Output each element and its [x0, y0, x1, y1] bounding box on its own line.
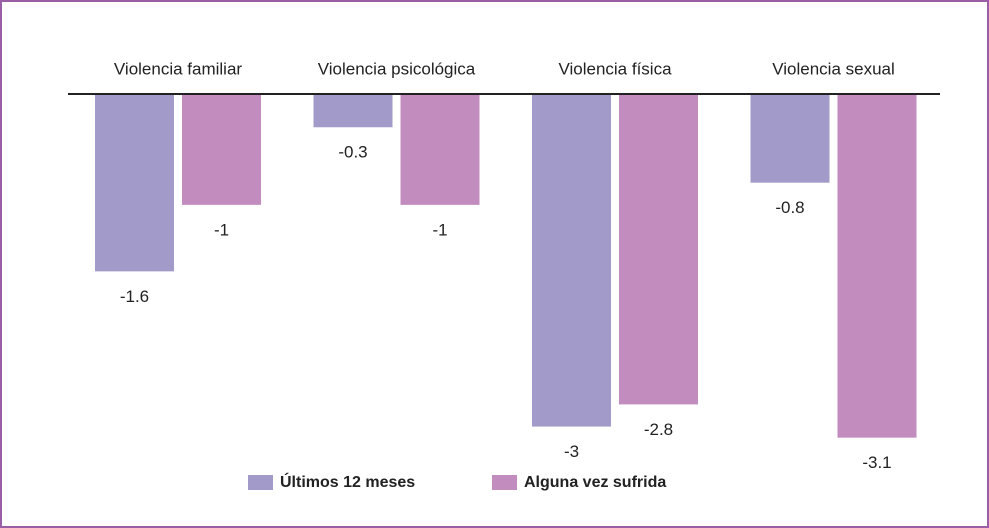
bar [532, 94, 611, 427]
value-label: -3 [564, 442, 579, 461]
category-label: Violencia física [558, 59, 672, 78]
value-label: -2.8 [644, 420, 673, 439]
category-label: Violencia sexual [772, 59, 895, 78]
category-label: Violencia psicológica [318, 59, 476, 78]
category-label: Violencia familiar [114, 59, 243, 78]
legend-label: Alguna vez sufrida [524, 474, 666, 491]
bar [400, 94, 480, 205]
bar [619, 94, 698, 405]
value-label: -1.6 [120, 287, 149, 306]
bar [95, 94, 174, 272]
legend-swatch [248, 475, 273, 490]
legend-label: Últimos 12 meses [280, 472, 415, 491]
bar [182, 94, 261, 205]
bar [837, 94, 917, 438]
bar [750, 94, 830, 183]
value-label: -0.3 [338, 143, 367, 162]
value-label: -1 [432, 220, 447, 239]
value-label: -1 [214, 220, 229, 239]
value-label: -3.1 [862, 453, 891, 472]
bar [313, 94, 393, 128]
legend-swatch [492, 475, 517, 490]
value-label: -0.8 [775, 198, 804, 217]
